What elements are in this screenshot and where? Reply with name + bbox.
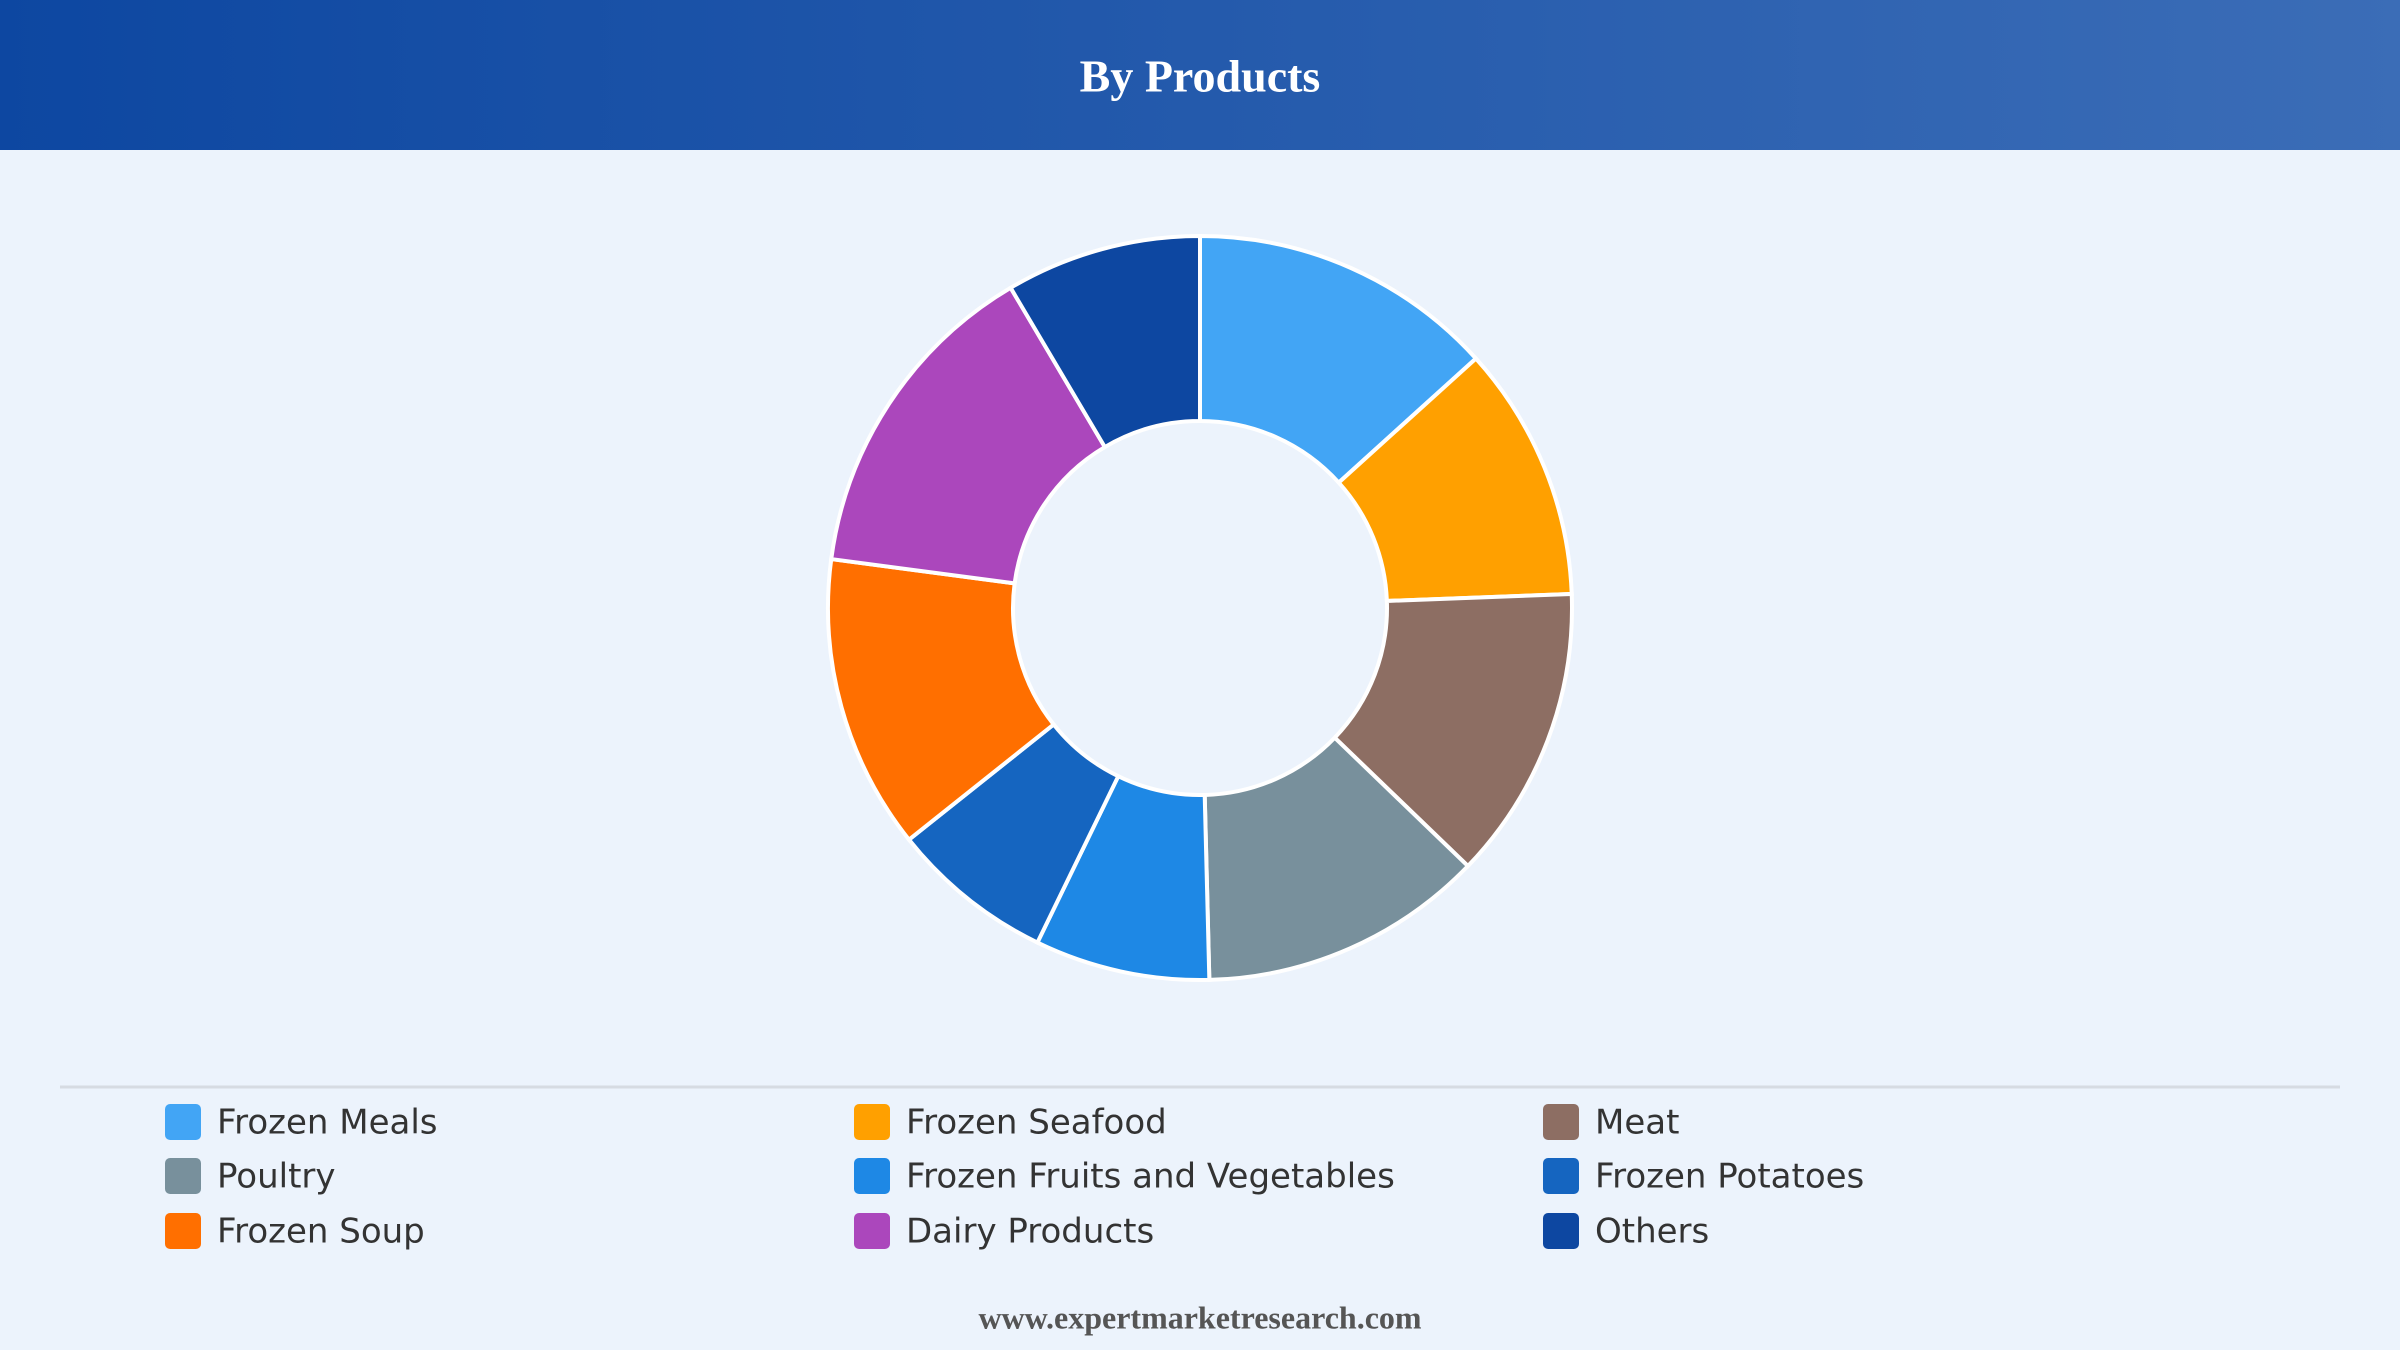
legend-swatch [854, 1213, 890, 1249]
chart-title: By Products [1080, 51, 1321, 102]
legend-label: Frozen Soup [217, 1212, 425, 1252]
legend-swatch [854, 1158, 890, 1194]
legend-label: Dairy Products [906, 1212, 1154, 1252]
slice [1007, 233, 1202, 450]
header-bar [0, 0, 2400, 150]
legend-swatch [165, 1158, 201, 1194]
slice [1202, 734, 1471, 982]
legend-label: Poultry [217, 1157, 336, 1197]
slice [826, 556, 1057, 843]
legend-swatch [1543, 1158, 1579, 1194]
footer: www.expertmarketresearch.com [978, 1299, 1421, 1335]
legend-swatch [165, 1104, 201, 1140]
slice [1198, 233, 1479, 486]
legend-swatch [1543, 1104, 1579, 1140]
legend-label: Meat [1595, 1103, 1679, 1143]
slice [1335, 355, 1574, 604]
legend-label: Frozen Potatoes [1595, 1157, 1864, 1197]
legend-label: Frozen Meals [217, 1103, 438, 1143]
legend-swatch [165, 1213, 201, 1249]
legend-swatch [1543, 1213, 1579, 1249]
legend-label: Frozen Fruits and Vegetables [906, 1157, 1395, 1197]
slice [828, 285, 1108, 586]
legend-label: Others [1595, 1212, 1709, 1252]
slice [1331, 591, 1574, 869]
legend-swatch [854, 1104, 890, 1140]
legend-label: Frozen Seafood [906, 1103, 1167, 1143]
